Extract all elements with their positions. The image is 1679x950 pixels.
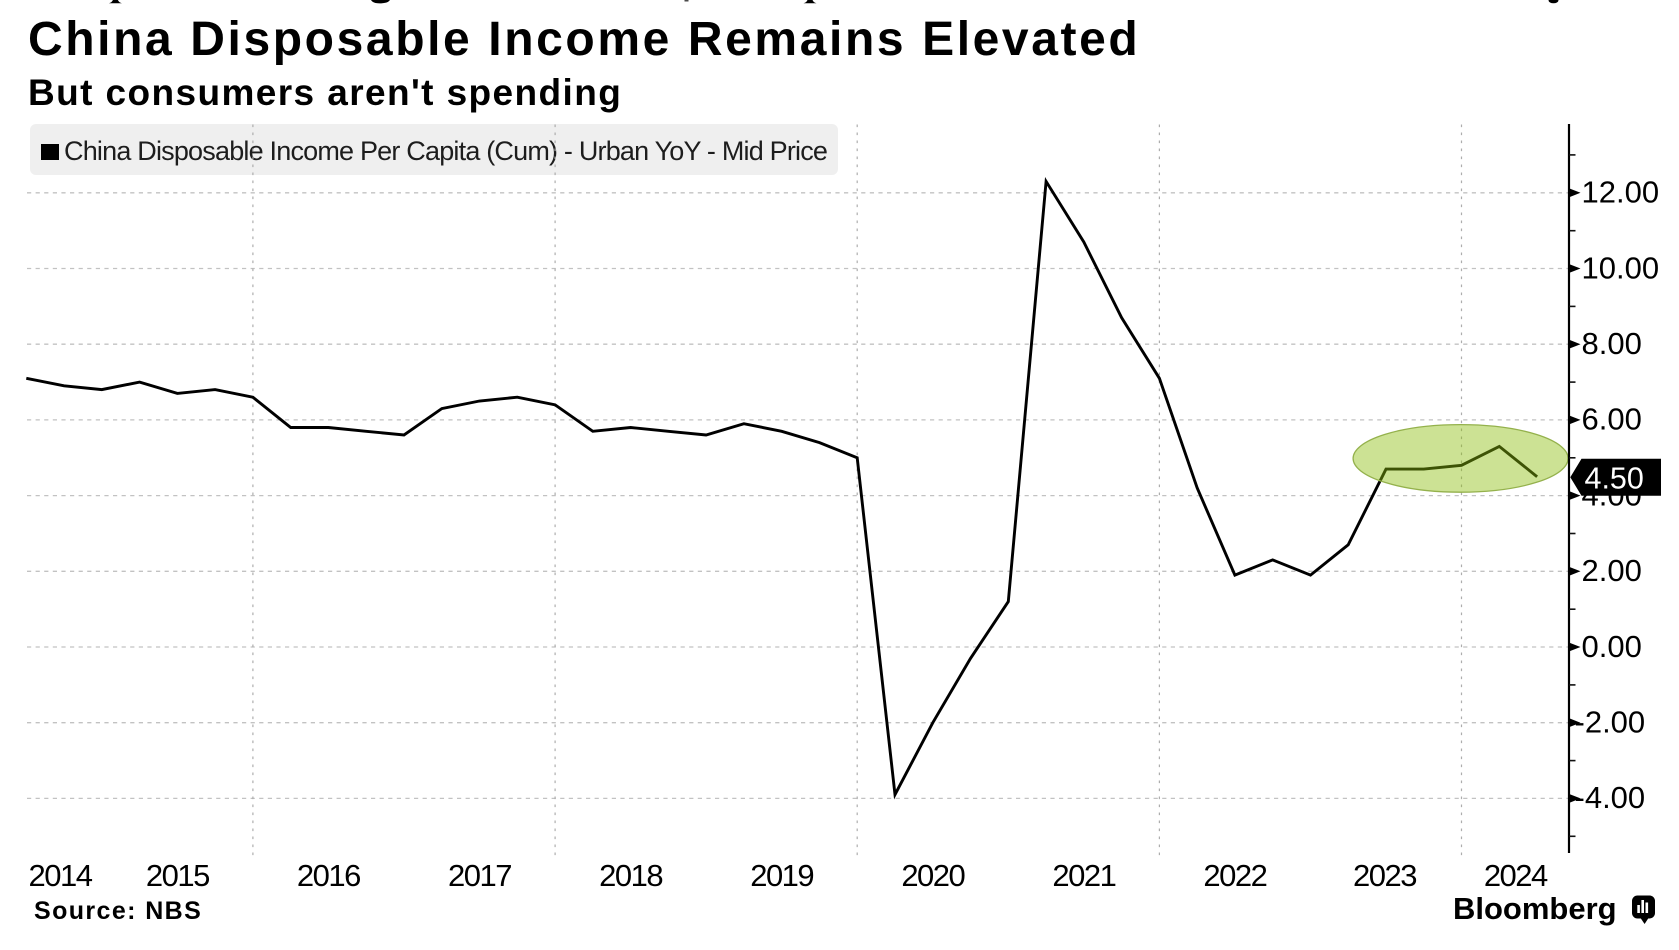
svg-text:2019: 2019 bbox=[750, 858, 813, 893]
svg-text:6.00: 6.00 bbox=[1582, 402, 1642, 437]
svg-text:2024: 2024 bbox=[1484, 858, 1548, 893]
svg-text:2017: 2017 bbox=[448, 858, 511, 893]
svg-text:4.00: 4.00 bbox=[1582, 477, 1642, 512]
svg-text:-4.00: -4.00 bbox=[1575, 780, 1646, 815]
svg-text:2015: 2015 bbox=[146, 858, 209, 893]
svg-text:2023: 2023 bbox=[1353, 858, 1416, 893]
svg-text:2016: 2016 bbox=[297, 858, 360, 893]
svg-text:-2.00: -2.00 bbox=[1575, 705, 1646, 740]
svg-text:2014: 2014 bbox=[29, 858, 93, 893]
svg-text:2.00: 2.00 bbox=[1582, 553, 1642, 588]
svg-text:10.00: 10.00 bbox=[1582, 250, 1660, 285]
svg-text:4.50: 4.50 bbox=[1585, 461, 1644, 495]
svg-text:0.00: 0.00 bbox=[1582, 629, 1642, 664]
svg-text:2020: 2020 bbox=[901, 858, 965, 893]
svg-text:12.00: 12.00 bbox=[1582, 175, 1660, 210]
svg-text:8.00: 8.00 bbox=[1582, 326, 1642, 361]
svg-text:2021: 2021 bbox=[1052, 858, 1115, 893]
svg-text:2022: 2022 bbox=[1203, 858, 1266, 893]
svg-text:2018: 2018 bbox=[599, 858, 662, 893]
